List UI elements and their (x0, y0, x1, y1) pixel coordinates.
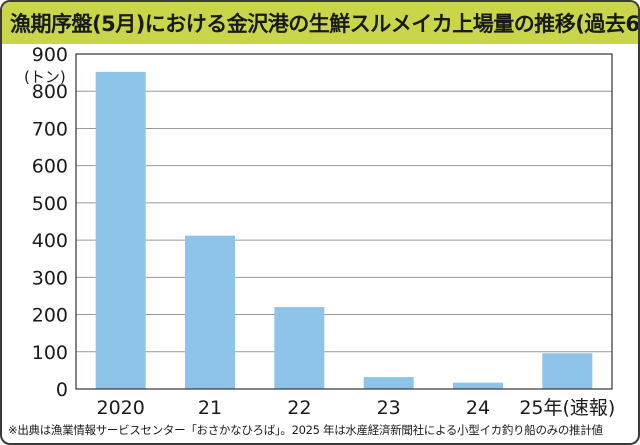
x-tick-label: 22 (287, 397, 311, 419)
bar-22 (274, 307, 325, 389)
bar-24 (453, 382, 503, 389)
plot-area-border (75, 53, 613, 390)
y-tick-label: 100 (32, 342, 68, 364)
tick-labels: 0 100 200 300 400 500 600 700 800 900 2020 21 22 23 24… (32, 44, 616, 419)
footnote: ※出典は漁業情報サービスセンター「おさかなひろば」。2025 年は水産経済新聞社… (8, 423, 603, 437)
title-bar: 漁期序盤(5月)における金沢港の生鮮スルメイカ上場量の推移(過去6年) (2, 2, 638, 44)
y-tick-label: 200 (32, 305, 68, 327)
y-axis-unit-label: (トン) (24, 68, 66, 86)
chart-title: 漁期序盤(5月)における金沢港の生鮮スルメイカ上場量の推移(過去6年) (10, 12, 640, 36)
bar-23 (363, 377, 414, 389)
x-tick-label: 2020 (96, 397, 144, 419)
bar-2020 (95, 71, 146, 389)
x-tick-label: 23 (377, 397, 401, 419)
y-tick-label: 600 (32, 156, 68, 178)
x-tick-label: 25年(速報) (519, 397, 615, 419)
grid-lines (76, 90, 612, 353)
y-tick-label: 300 (32, 267, 68, 289)
x-tick-label: 21 (198, 397, 222, 419)
y-tick-label: 800 (32, 81, 68, 103)
y-tick-label: 0 (56, 379, 68, 401)
bar-21 (185, 235, 235, 389)
bar-25年(速報) (542, 353, 593, 389)
y-tick-label: 700 (32, 118, 68, 140)
bars (95, 71, 593, 389)
y-tick-label: 400 (32, 230, 68, 252)
y-tick-label: 900 (32, 44, 68, 66)
y-tick-label: 500 (32, 193, 68, 215)
x-tick-label: 24 (466, 397, 490, 419)
